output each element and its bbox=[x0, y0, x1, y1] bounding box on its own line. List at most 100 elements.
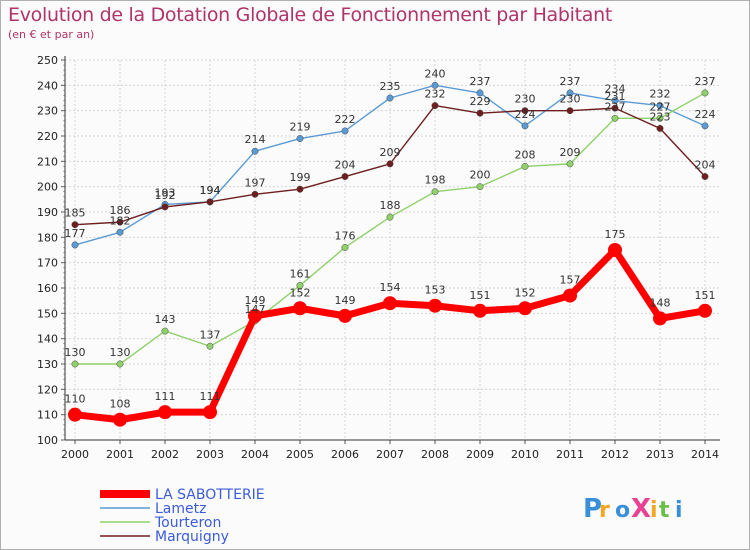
data-point-marquigny bbox=[116, 218, 124, 226]
ytick-label: 180 bbox=[37, 231, 58, 244]
xtick-label: 2012 bbox=[601, 448, 629, 461]
data-label-lametz: 235 bbox=[380, 80, 401, 93]
logo-letter: i bbox=[650, 498, 658, 523]
data-label-tourteron: 130 bbox=[110, 346, 131, 359]
data-label-la-sabotterie: 110 bbox=[65, 393, 86, 406]
data-point-tourteron bbox=[161, 327, 169, 335]
data-point-lametz bbox=[251, 147, 259, 155]
data-label-lametz: 193 bbox=[155, 186, 176, 199]
data-label-tourteron: 198 bbox=[425, 174, 446, 187]
data-point-la-sabotterie bbox=[293, 301, 307, 316]
xtick-label: 2010 bbox=[511, 448, 539, 461]
data-point-lametz bbox=[566, 89, 574, 97]
data-label-la-sabotterie: 153 bbox=[425, 284, 446, 297]
data-label-marquigny: 204 bbox=[335, 159, 356, 172]
ytick-label: 140 bbox=[37, 333, 58, 346]
data-point-marquigny bbox=[431, 102, 439, 110]
xtick-label: 2011 bbox=[556, 448, 584, 461]
data-label-la-sabotterie: 152 bbox=[515, 286, 536, 299]
ytick-label: 160 bbox=[37, 282, 58, 295]
data-point-marquigny bbox=[251, 190, 259, 198]
data-label-marquigny: 186 bbox=[110, 204, 131, 217]
data-point-tourteron bbox=[341, 244, 349, 251]
data-label-marquigny: 199 bbox=[290, 171, 311, 184]
data-label-tourteron: 208 bbox=[515, 148, 536, 161]
xtick-label: 2001 bbox=[106, 448, 134, 461]
logo-letter: o bbox=[615, 498, 630, 523]
data-label-lametz: 224 bbox=[695, 108, 716, 121]
data-label-marquigny: 229 bbox=[470, 95, 491, 108]
ytick-label: 250 bbox=[37, 54, 58, 67]
xtick-label: 2014 bbox=[691, 448, 719, 461]
data-label-la-sabotterie: 148 bbox=[650, 296, 671, 309]
data-label-la-sabotterie: 149 bbox=[245, 294, 266, 307]
logo-letter: P bbox=[583, 494, 602, 524]
data-label-marquigny: 223 bbox=[650, 110, 671, 123]
data-point-tourteron bbox=[701, 89, 709, 97]
ytick-label: 120 bbox=[37, 383, 58, 396]
data-point-tourteron bbox=[611, 114, 619, 122]
grid bbox=[65, 59, 720, 441]
data-label-lametz: 237 bbox=[470, 75, 491, 88]
xtick-label: 2003 bbox=[196, 448, 224, 461]
data-label-tourteron: 130 bbox=[65, 346, 86, 359]
data-label-marquigny: 209 bbox=[380, 146, 401, 159]
data-label-tourteron: 137 bbox=[200, 328, 221, 341]
data-label-tourteron: 143 bbox=[155, 313, 176, 326]
data-label-lametz: 240 bbox=[425, 67, 446, 80]
data-label-tourteron: 237 bbox=[695, 75, 716, 88]
data-label-la-sabotterie: 175 bbox=[605, 228, 626, 241]
data-point-marquigny bbox=[71, 221, 79, 229]
data-label-marquigny: 185 bbox=[65, 207, 86, 220]
data-point-la-sabotterie bbox=[608, 243, 622, 257]
data-point-tourteron bbox=[116, 360, 124, 368]
data-label-marquigny: 192 bbox=[155, 189, 176, 202]
data-point-lametz bbox=[341, 127, 349, 135]
series-group bbox=[68, 81, 712, 427]
data-label-la-sabotterie: 149 bbox=[335, 294, 356, 307]
data-label-la-sabotterie: 111 bbox=[200, 390, 221, 403]
logo-letter: t bbox=[659, 498, 670, 523]
ytick-label: 240 bbox=[37, 79, 58, 92]
chart-subtitle: (en € et par an) bbox=[8, 28, 95, 41]
xtick-label: 2007 bbox=[376, 448, 404, 461]
xtick-label: 2008 bbox=[421, 448, 449, 461]
data-label-marquigny: 230 bbox=[515, 93, 536, 106]
data-point-la-sabotterie bbox=[428, 298, 442, 313]
data-point-lametz bbox=[476, 89, 484, 97]
data-label-marquigny: 204 bbox=[695, 159, 716, 172]
ytick-label: 170 bbox=[37, 257, 58, 270]
data-label-tourteron: 176 bbox=[335, 229, 356, 242]
data-point-lametz bbox=[116, 228, 124, 236]
data-label-lametz: 182 bbox=[110, 214, 131, 227]
data-label-la-sabotterie: 111 bbox=[155, 390, 176, 403]
legend-label-tourteron: Tourteron bbox=[154, 515, 221, 531]
data-label-la-sabotterie: 108 bbox=[110, 398, 131, 411]
data-point-lametz bbox=[431, 81, 439, 89]
data-point-la-sabotterie bbox=[113, 412, 127, 427]
data-label-la-sabotterie: 152 bbox=[290, 286, 311, 299]
data-point-marquigny bbox=[476, 109, 484, 117]
data-point-marquigny bbox=[611, 104, 619, 112]
data-point-lametz bbox=[521, 122, 529, 130]
data-label-marquigny: 194 bbox=[200, 184, 221, 197]
ytick-label: 150 bbox=[37, 307, 58, 320]
data-point-la-sabotterie bbox=[698, 303, 712, 318]
data-point-lametz bbox=[611, 97, 619, 104]
legend-label-la-sabotterie: LA SABOTTERIE bbox=[155, 487, 265, 503]
data-label-marquigny: 232 bbox=[425, 88, 446, 101]
data-label-la-sabotterie: 151 bbox=[470, 289, 491, 302]
ytick-label: 200 bbox=[37, 181, 58, 194]
data-point-lametz bbox=[71, 241, 79, 249]
data-point-tourteron bbox=[476, 183, 484, 191]
data-point-marquigny bbox=[296, 185, 304, 193]
data-label-lametz: 222 bbox=[335, 113, 356, 126]
data-label-lametz: 232 bbox=[650, 88, 671, 101]
data-label-tourteron: 227 bbox=[605, 100, 626, 113]
logo-letter: i bbox=[675, 498, 683, 523]
data-point-la-sabotterie bbox=[68, 407, 82, 422]
data-label-tourteron: 227 bbox=[650, 100, 671, 113]
data-point-tourteron bbox=[206, 342, 214, 350]
